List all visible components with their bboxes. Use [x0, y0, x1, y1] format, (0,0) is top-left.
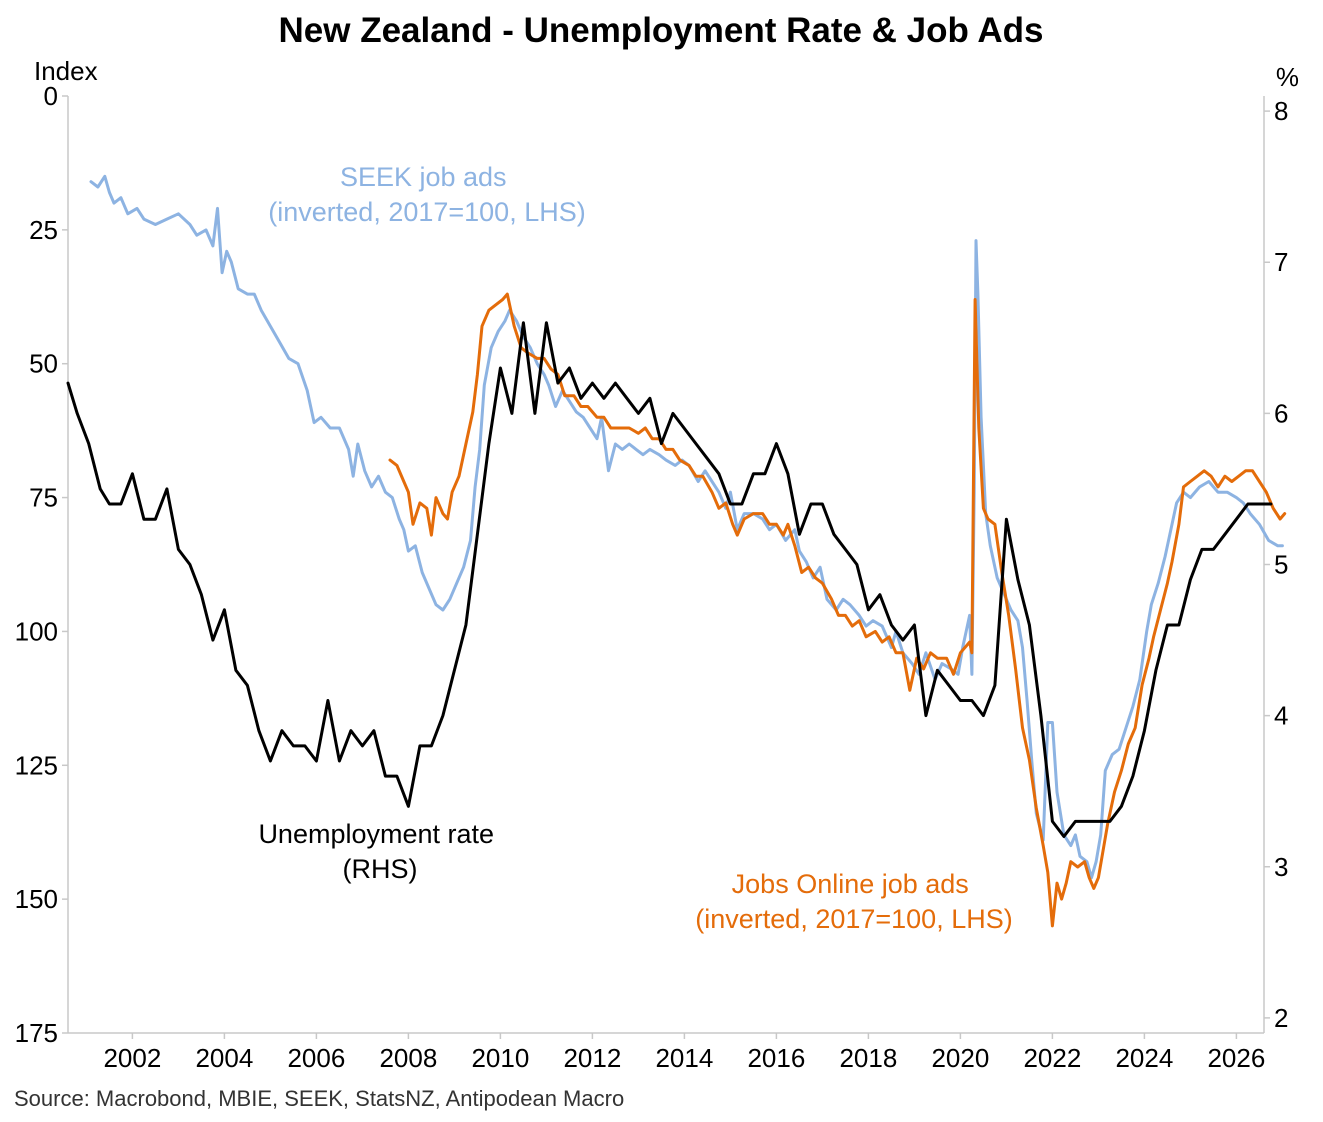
x-tick-label: 2018: [839, 1043, 897, 1073]
annotation-jobs-online-line2: (inverted, 2017=100, LHS): [695, 904, 1012, 934]
x-tick-label: 2026: [1207, 1043, 1265, 1073]
annotation-seek: SEEK job ads (inverted, 2017=100, LHS): [268, 162, 585, 227]
annotation-jobs-online-line1: Jobs Online job ads: [732, 869, 969, 899]
left-tick-label: 100: [15, 616, 58, 646]
left-tick-label: 175: [15, 1018, 58, 1048]
left-axis-unit: Index: [34, 56, 98, 86]
left-axis-ticks: 0 25 50 75 100 125 150 175: [15, 81, 68, 1048]
annotation-unemployment-line2: (RHS): [343, 854, 418, 884]
annotation-unemployment: Unemployment rate (RHS): [258, 819, 501, 884]
left-tick-label: 125: [15, 750, 58, 780]
right-tick-label: 4: [1274, 701, 1288, 731]
left-tick-label: 150: [15, 884, 58, 914]
annotation-seek-line1: SEEK job ads: [340, 162, 507, 192]
x-tick-label: 2014: [655, 1043, 713, 1073]
right-tick-label: 5: [1274, 550, 1288, 580]
series-line-unemployment: [66, 321, 1273, 838]
right-tick-label: 8: [1274, 96, 1288, 126]
source-note: Source: Macrobond, MBIE, SEEK, StatsNZ, …: [14, 1086, 624, 1111]
x-tick-label: 2004: [195, 1043, 253, 1073]
x-tick-label: 2024: [1115, 1043, 1173, 1073]
right-axis-unit: %: [1276, 62, 1299, 92]
left-tick-label: 0: [44, 81, 58, 111]
x-tick-label: 2022: [1023, 1043, 1081, 1073]
x-tick-label: 2012: [563, 1043, 621, 1073]
series-line-seek: [89, 174, 1284, 880]
right-tick-label: 3: [1274, 852, 1288, 882]
right-tick-label: 6: [1274, 398, 1288, 428]
annotation-unemployment-line1: Unemployment rate: [258, 819, 494, 849]
left-tick-label: 25: [29, 215, 58, 245]
x-tick-label: 2006: [287, 1043, 345, 1073]
series-layer: [66, 174, 1287, 928]
right-axis-ticks: 2 3 4 5 6 7 8: [1264, 96, 1288, 1033]
x-tick-label: 2010: [471, 1043, 529, 1073]
axes: [67, 96, 1265, 1034]
x-tick-label: 2002: [103, 1043, 161, 1073]
annotation-jobs-online: Jobs Online job ads (inverted, 2017=100,…: [695, 869, 1012, 934]
x-tick-label: 2020: [931, 1043, 989, 1073]
x-axis-ticks: 2002 2004 2006 2008 2010 2012 2014 2016 2018 2020…: [103, 1033, 1265, 1073]
x-tick-label: 2016: [747, 1043, 805, 1073]
chart-title: New Zealand - Unemployment Rate & Job Ad…: [279, 11, 1044, 50]
annotation-seek-line2: (inverted, 2017=100, LHS): [268, 197, 585, 227]
left-tick-label: 75: [29, 483, 58, 513]
right-tick-label: 7: [1274, 247, 1288, 277]
x-tick-label: 2008: [379, 1043, 437, 1073]
right-tick-label: 2: [1274, 1003, 1288, 1033]
left-tick-label: 50: [29, 349, 58, 379]
